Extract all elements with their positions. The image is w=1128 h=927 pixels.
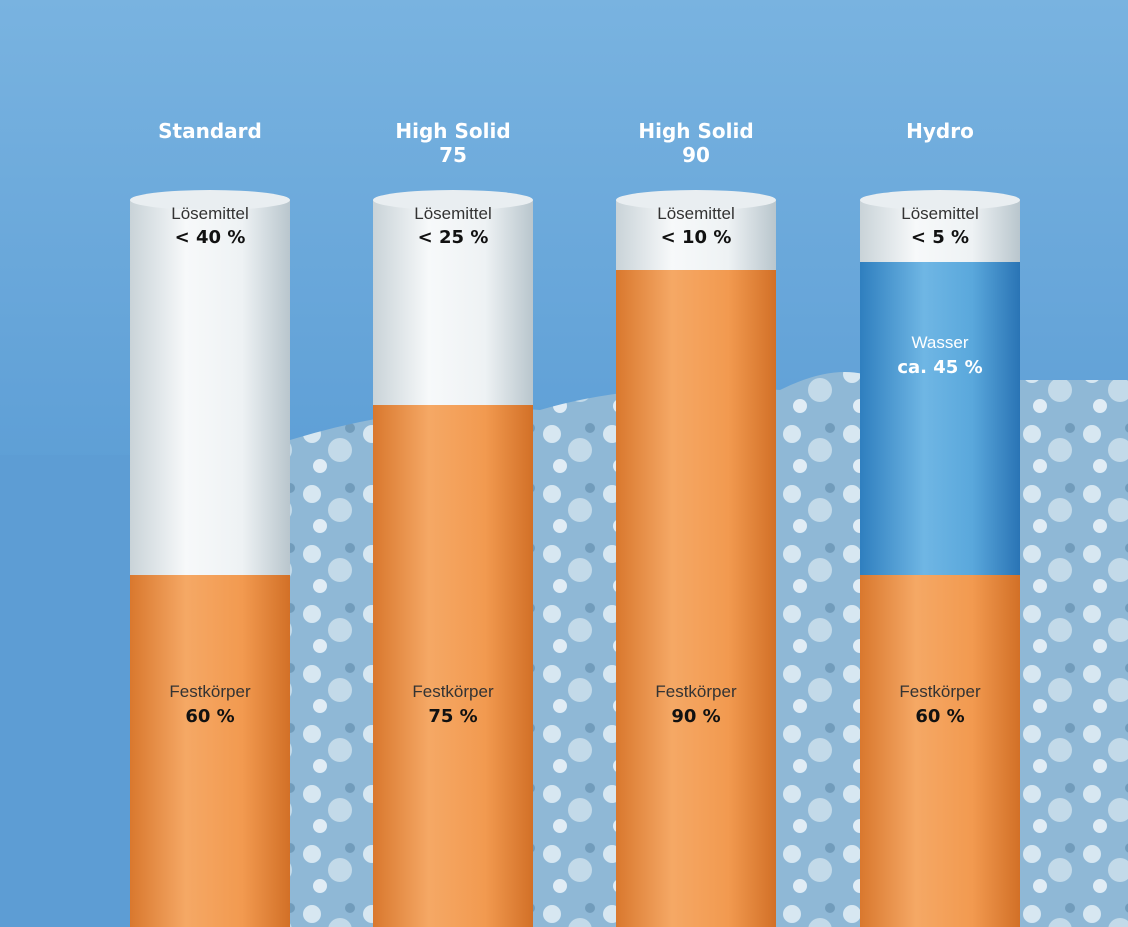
solid-label: Festkörper <box>412 682 494 701</box>
solvent-label: Lösemittel <box>171 204 248 223</box>
solvent-label: Lösemittel <box>414 204 491 223</box>
column: Standard Lösemittel < 40 % Festkörper 60… <box>130 119 290 927</box>
solid-value: 60 % <box>185 706 234 727</box>
solid-part <box>130 575 290 927</box>
column-title: Hydro <box>906 119 974 143</box>
column-title: 75 <box>439 143 467 167</box>
column: Hydro Lösemittel < 5 % Wasser ca. 45 % F… <box>860 119 1020 927</box>
cylinder-cap <box>373 190 533 210</box>
solid-part <box>373 405 533 927</box>
column-title: High Solid <box>395 119 510 143</box>
solid-part <box>860 575 1020 927</box>
water-label: Wasser <box>912 333 969 352</box>
column: High Solid 90 Lösemittel < 10 % Festkörp… <box>616 119 776 927</box>
solvent-label: Lösemittel <box>901 204 978 223</box>
solid-value: 60 % <box>915 706 964 727</box>
column-title: High Solid <box>638 119 753 143</box>
cylinder-cap <box>130 190 290 210</box>
cylinder-cap <box>616 190 776 210</box>
solvent-value: < 10 % <box>661 227 732 248</box>
solvent-value: < 5 % <box>911 227 969 248</box>
solid-value: 75 % <box>428 706 477 727</box>
solid-label: Festkörper <box>169 682 251 701</box>
solid-part <box>616 270 776 927</box>
column: High Solid 75 Lösemittel < 25 % Festkörp… <box>373 119 533 927</box>
column-title: 90 <box>682 143 710 167</box>
column-title: Standard <box>158 119 262 143</box>
solid-value: 90 % <box>671 706 720 727</box>
cylinder-cap <box>860 190 1020 210</box>
water-part <box>860 262 1020 575</box>
solvent-label: Lösemittel <box>657 204 734 223</box>
solvent-value: < 25 % <box>418 227 489 248</box>
solid-label: Festkörper <box>899 682 981 701</box>
solid-label: Festkörper <box>655 682 737 701</box>
solvent-value: < 40 % <box>175 227 246 248</box>
water-value: ca. 45 % <box>897 357 982 378</box>
